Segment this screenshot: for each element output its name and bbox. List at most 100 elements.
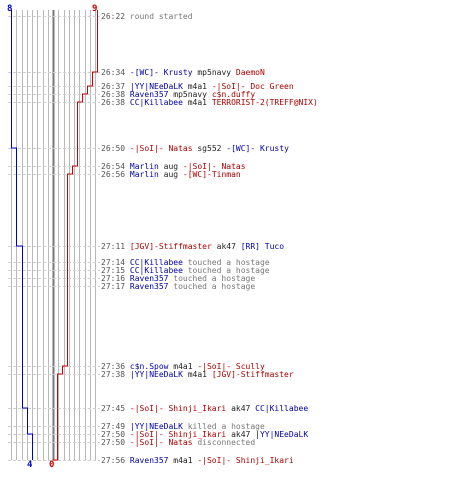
event-row: 26:38 CC|Killabee m4a1 TERRORIST-2(TREFF… [101,98,318,107]
event-part: |YY|NEeDaLK [129,422,183,431]
event-part: -|SoI|- Scully [197,362,265,371]
event-part: DaemoN [235,68,265,77]
event-part: round started [129,12,193,21]
event-part: Marlin [129,162,159,171]
event-time: 27:16 [101,274,126,283]
event-row: 27:56 Raven357 m4a1 -|SoI|- Shinji_Ikari [101,456,294,465]
event-row: 27:45 -|SoI|- Shinji_Ikari ak47 CC|Killa… [101,404,308,413]
event-row: 26:22 round started [101,12,193,21]
event-part: c$n.Spow [129,362,169,371]
event-time: 27:15 [101,266,126,275]
event-part: Raven357 [129,282,169,291]
event-time: 26:34 [101,68,126,77]
event-part: m4a1 [168,362,198,371]
event-time: 27:11 [101,242,126,251]
event-part: -|SoI|- Shinji_Ikari [129,430,227,439]
event-time: 26:37 [101,82,126,91]
event-row: 26:50 -|SoI|- Natas sg552 -[WC]- Krusty [101,144,289,153]
event-part: m4a1 [182,98,212,107]
event-part: m4a1 [168,456,198,465]
event-part: |YY|NEeDaLK [129,82,183,91]
event-row: 26:34 -[WC]- Krusty mp5navy DaemoN [101,68,265,77]
event-row: 27:49 |YY|NEeDaLK killed a hostage [101,422,265,431]
event-part: aug [158,162,183,171]
event-row: 27:17 Raven357 touched a hostage [101,282,255,291]
event-row: 26:56 Marlin aug -[WC]-Tinman [101,170,241,179]
event-time: 27:36 [101,362,126,371]
event-part: m4a1 [182,82,212,91]
event-time: 27:45 [101,404,126,413]
event-time: 27:56 [101,456,126,465]
event-row: 27:15 CC|Killabee touched a hostage [101,266,270,275]
event-part: Raven357 [129,456,169,465]
event-time: 27:17 [101,282,126,291]
event-part: Marlin [129,170,159,179]
event-part: CC|Killabee [129,266,183,275]
event-time: 26:38 [101,98,126,107]
event-row: 27:50 -|SoI|- Shinji_Ikari ak47 |YY|NEeD… [101,430,308,439]
event-part: CC|Killabee [129,258,183,267]
event-part: touched a hostage [182,258,270,267]
event-part: -|SoI|- Shinji_Ikari [129,404,227,413]
event-time: 26:56 [101,170,126,179]
t-alive-line [52,10,98,461]
event-part: [JGV]-Stiffmaster [129,242,212,251]
event-part: ak47 [211,242,241,251]
event-part: ak47 [226,404,256,413]
event-row: 27:38 |YY|NEeDaLK m4a1 [JGV]-Stiffmaster [101,370,294,379]
event-part: -|SoI|- Natas [129,438,193,447]
event-part: touched a hostage [168,282,256,291]
event-time: 27:50 [101,430,126,439]
event-row: 26:54 Marlin aug -|SoI|- Natas [101,162,246,171]
event-part: -|SoI|- Natas [182,162,246,171]
event-part: c$n.duffy [211,90,256,99]
event-part: killed a hostage [182,422,265,431]
event-part: -|SoI|- Shinji_Ikari [197,456,294,465]
event-part: -|SoI|- Doc Green [211,82,294,91]
event-part: sg552 [192,144,227,153]
t-end-count: 0 [49,460,55,470]
event-time: 26:50 [101,144,126,153]
event-row: 27:36 c$n.Spow m4a1 -|SoI|- Scully [101,362,265,371]
event-part: aug [158,170,183,179]
event-time: 27:14 [101,258,126,267]
event-part: touched a hostage [182,266,270,275]
event-part: CC|Killabee [129,98,183,107]
event-part: Raven357 [129,90,169,99]
event-time: 27:50 [101,438,126,447]
event-part: TERRORIST-2(TREFF@NIX) [211,98,318,107]
event-row: 27:14 CC|Killabee touched a hostage [101,258,270,267]
event-part: disconnected [192,438,256,447]
event-part: ak47 [226,430,256,439]
ct-end-count: 4 [27,460,33,470]
event-part: -|SoI|- Natas [129,144,193,153]
ct-alive-line [11,10,33,460]
event-row: 27:50 -|SoI|- Natas disconnected [101,438,255,447]
event-part: -[WC]- Krusty [129,68,193,77]
event-time: 27:49 [101,422,126,431]
ct-start-count: 8 [7,4,13,14]
event-part: |YY|NEeDaLK [255,430,309,439]
event-row: 27:11 [JGV]-Stiffmaster ak47 [RR] Tuco [101,242,284,251]
event-row: 26:38 Raven357 mp5navy c$n.duffy [101,90,255,99]
event-part: -[WC]- Krusty [226,144,289,153]
event-part: CC|Killabee [255,404,309,413]
event-row: 27:16 Raven357 touched a hostage [101,274,255,283]
event-time: 26:54 [101,162,126,171]
event-part: [JGV]-Stiffmaster [211,370,294,379]
event-part: m4a1 [182,370,212,379]
event-part: touched a hostage [168,274,256,283]
t-start-count: 9 [92,4,98,14]
event-time: 27:38 [101,370,126,379]
event-part: |YY|NEeDaLK [129,370,183,379]
event-part: mp5navy [192,68,236,77]
event-part: Raven357 [129,274,169,283]
event-time: 26:38 [101,90,126,99]
event-time: 26:22 [101,12,126,21]
event-row: 26:37 |YY|NEeDaLK m4a1 -|SoI|- Doc Green [101,82,294,91]
event-part: [RR] Tuco [240,242,285,251]
event-part: mp5navy [168,90,212,99]
